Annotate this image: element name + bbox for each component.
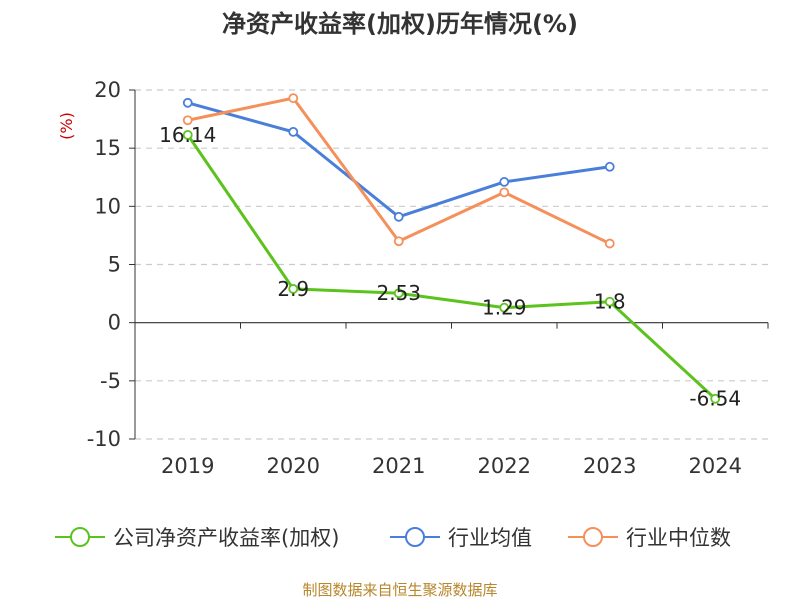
series-2-point bbox=[182, 115, 193, 126]
x-tick-label: 2020 bbox=[267, 454, 320, 478]
data-label: 2.53 bbox=[376, 281, 421, 305]
chart-title: 净资产收益率(加权)历年情况(%) bbox=[222, 10, 578, 38]
y-tick-label: -10 bbox=[87, 427, 121, 451]
series-0-point bbox=[393, 288, 404, 299]
data-label: 1.29 bbox=[482, 296, 527, 320]
legend-label-2: 行业中位数 bbox=[626, 526, 731, 550]
series-2-point bbox=[288, 93, 299, 104]
series-0-point bbox=[499, 302, 510, 313]
data-labels: 16.14 2.9 2.53 1.29 1.8 -6.54 bbox=[159, 123, 741, 411]
legend-label-0: 公司净资产收益率(加权) bbox=[113, 526, 339, 550]
series-1-point bbox=[182, 97, 193, 108]
x-tick-label: 2024 bbox=[689, 454, 742, 478]
series-0-point bbox=[182, 130, 193, 140]
grid-lines bbox=[135, 89, 768, 440]
x-tick-label: 2022 bbox=[478, 454, 531, 478]
data-label: 1.8 bbox=[594, 290, 626, 314]
y-tick-label: 0 bbox=[108, 311, 121, 335]
legend-marker-1 bbox=[405, 527, 425, 547]
series-1-point bbox=[288, 126, 299, 137]
series-0-point bbox=[710, 393, 721, 404]
x-tick-label: 2023 bbox=[583, 454, 636, 478]
series-1-point bbox=[499, 177, 510, 187]
series-2-point bbox=[499, 187, 510, 198]
y-tick-label: 10 bbox=[94, 194, 121, 218]
series-2-point bbox=[604, 238, 615, 249]
series-1-point bbox=[393, 211, 404, 222]
series-0-line bbox=[186, 134, 717, 400]
x-tick-label: 2021 bbox=[372, 454, 425, 478]
series-2-point bbox=[393, 236, 404, 247]
series-1-point bbox=[604, 161, 615, 172]
series-0-point bbox=[604, 296, 615, 307]
y-tick-label: 15 bbox=[94, 136, 121, 160]
y-tick-label: 20 bbox=[94, 78, 121, 102]
legend-label-1: 行业均值 bbox=[448, 526, 532, 550]
y-axis-label: (%) bbox=[57, 112, 76, 140]
legend-marker-2 bbox=[583, 527, 603, 547]
data-label: 16.14 bbox=[159, 123, 216, 147]
data-label: -6.54 bbox=[689, 387, 741, 411]
data-label: 2.9 bbox=[277, 277, 309, 301]
y-tick-label: 5 bbox=[108, 253, 121, 277]
y-tick-label: -5 bbox=[100, 369, 121, 393]
source-note: 制图数据来自恒生聚源数据库 bbox=[302, 581, 497, 599]
axes: 20 15 10 5 0 -5 -10 2019 2020 2021 2022 2023 2024 bbox=[87, 78, 769, 478]
legend-marker-0 bbox=[70, 527, 90, 547]
x-tick-label: 2019 bbox=[161, 454, 214, 478]
legend: 公司净资产收益率(加权) 行业均值 行业中位数 bbox=[55, 526, 731, 550]
series-layer bbox=[182, 93, 721, 404]
series-1-line bbox=[187, 101, 610, 219]
series-0-point bbox=[288, 284, 299, 294]
